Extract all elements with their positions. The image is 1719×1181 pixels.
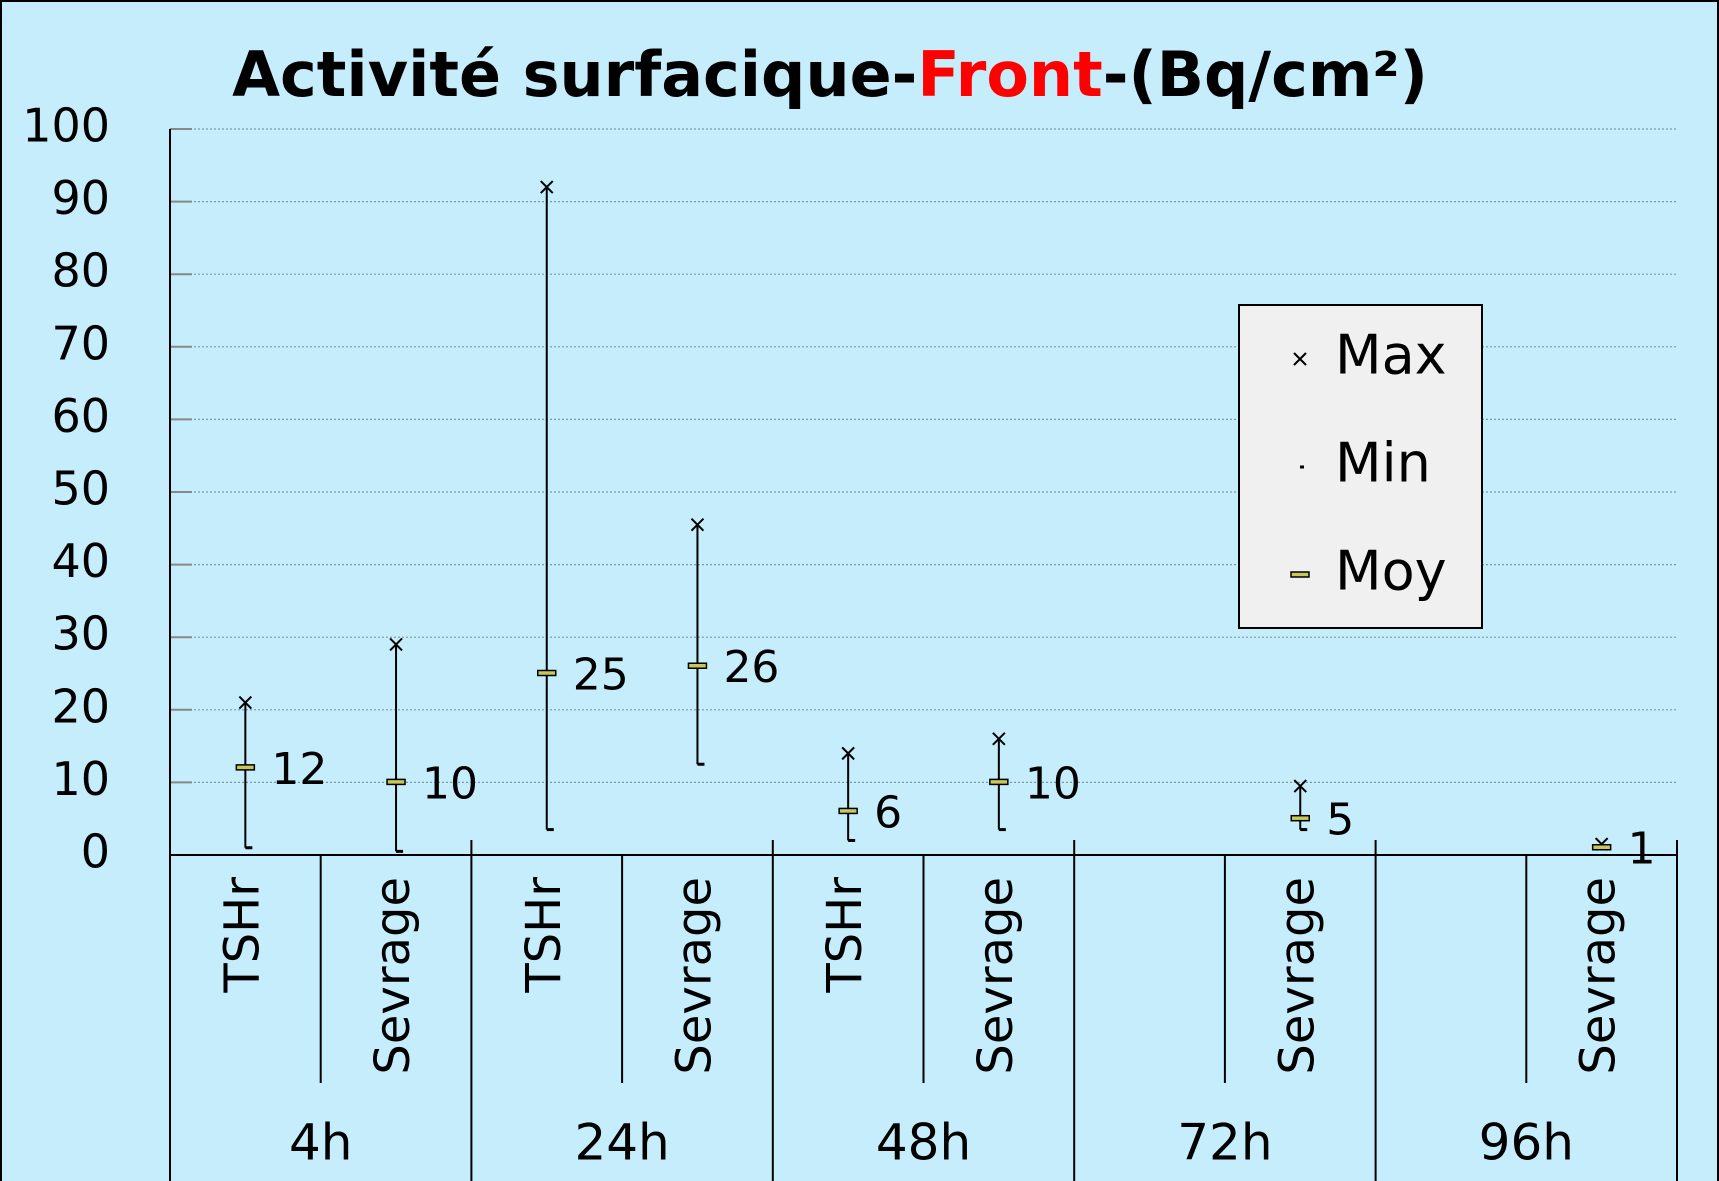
moy-marker <box>989 778 1009 786</box>
legend-label: Min <box>1335 432 1431 495</box>
y-tick-label: 30 <box>51 607 110 661</box>
moy-marker <box>838 807 858 815</box>
x-tick-label: TSHr <box>214 877 270 994</box>
moy-marker <box>1290 814 1310 822</box>
x-tick-label: Sevrage <box>1269 877 1325 1075</box>
x-tick-label: Sevrage <box>968 877 1024 1075</box>
data-label: 25 <box>573 650 629 701</box>
x-tick-label: TSHr <box>817 877 873 994</box>
max-marker <box>540 180 554 194</box>
moy-marker <box>235 764 256 771</box>
y-tick-label: 80 <box>51 244 110 298</box>
moy-marker <box>537 669 557 677</box>
max-marker <box>690 517 705 532</box>
max-marker <box>841 746 855 761</box>
y-tick-label: 70 <box>51 316 110 370</box>
x-tick-label: TSHr <box>516 877 572 994</box>
moy-marker <box>1591 843 1612 851</box>
group-label: 24h <box>574 1114 669 1172</box>
group-label: 96h <box>1479 1114 1574 1172</box>
y-tick-label: 60 <box>51 389 110 443</box>
y-tick-label: 40 <box>51 534 110 588</box>
title-part: -(Bq/cm²) <box>1103 38 1428 111</box>
x-tick-label: Sevrage <box>666 877 722 1075</box>
y-tick-label: 20 <box>51 679 110 733</box>
legend-marker <box>1290 571 1310 578</box>
moy-marker <box>687 662 708 669</box>
legend-marker <box>1293 352 1307 366</box>
y-tick-label: 100 <box>22 99 110 153</box>
y-tick-label: 0 <box>81 825 110 879</box>
group-label: 48h <box>876 1114 971 1172</box>
data-label: 1 <box>1628 824 1656 875</box>
max-marker <box>389 637 403 652</box>
legend-label: Max <box>1335 324 1447 387</box>
x-tick-label: Sevrage <box>365 877 421 1075</box>
chart-title: Activité surfacique-Front-(Bq/cm²) <box>232 38 1428 111</box>
data-label: 10 <box>422 758 478 809</box>
y-tick-label: 10 <box>51 752 110 806</box>
legend-label: Moy <box>1335 540 1447 603</box>
y-tick-label: 50 <box>51 462 110 516</box>
x-tick-label: Sevrage <box>1571 877 1627 1075</box>
title-part: Front <box>917 38 1102 111</box>
moy-marker <box>386 778 406 786</box>
data-label: 5 <box>1326 795 1354 846</box>
data-label: 10 <box>1025 758 1081 809</box>
max-marker <box>992 732 1006 746</box>
y-tick-label: 90 <box>51 171 110 225</box>
data-label: 6 <box>874 787 902 838</box>
max-marker <box>1293 779 1307 793</box>
max-marker <box>238 695 253 710</box>
group-label: 4h <box>289 1114 353 1172</box>
data-label: 26 <box>723 642 779 693</box>
title-part: Activité surfacique- <box>232 38 917 111</box>
legend-box <box>1238 304 1483 629</box>
group-label: 72h <box>1177 1114 1272 1172</box>
data-label: 12 <box>271 744 327 795</box>
